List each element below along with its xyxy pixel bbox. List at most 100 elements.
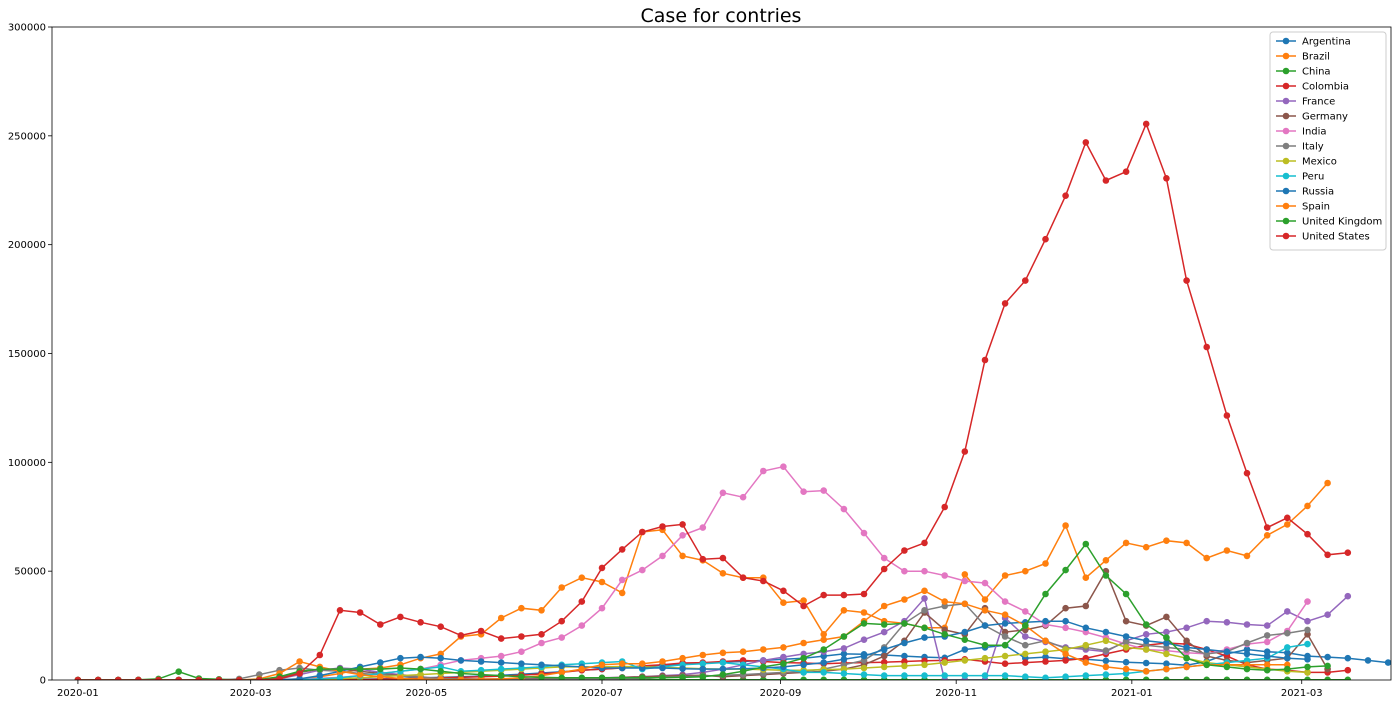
data-point bbox=[1284, 676, 1291, 680]
data-point bbox=[719, 554, 727, 562]
data-point bbox=[860, 664, 868, 672]
data-point bbox=[961, 646, 969, 653]
data-point bbox=[1122, 633, 1130, 640]
data-point bbox=[437, 654, 445, 662]
data-point bbox=[578, 622, 586, 629]
legend-entry: Argentina bbox=[1276, 37, 1351, 48]
data-point bbox=[377, 665, 384, 673]
data-point bbox=[921, 539, 928, 547]
data-point bbox=[155, 676, 162, 680]
data-point bbox=[880, 565, 888, 573]
data-point bbox=[1304, 598, 1311, 605]
data-point bbox=[880, 672, 888, 679]
data-point bbox=[880, 663, 888, 671]
legend-marker bbox=[1282, 37, 1290, 45]
data-point bbox=[1022, 633, 1029, 640]
data-point bbox=[1062, 617, 1069, 625]
data-point bbox=[860, 652, 868, 660]
data-point bbox=[780, 644, 787, 651]
legend-entry: Russia bbox=[1276, 187, 1334, 198]
data-point bbox=[1304, 626, 1311, 634]
data-point bbox=[941, 598, 948, 605]
data-point bbox=[397, 675, 404, 680]
data-point bbox=[1304, 617, 1311, 625]
data-point bbox=[316, 665, 324, 673]
series-line bbox=[77, 482, 1329, 680]
data-point bbox=[1122, 658, 1130, 666]
data-point bbox=[618, 576, 626, 584]
x-tick-label: 2020-01 bbox=[57, 688, 99, 699]
data-point bbox=[1344, 654, 1352, 662]
legend-label: France bbox=[1302, 97, 1335, 108]
data-point bbox=[1142, 637, 1150, 645]
data-point bbox=[961, 657, 969, 664]
data-point bbox=[1324, 653, 1331, 661]
data-point bbox=[901, 620, 908, 627]
data-point bbox=[558, 674, 565, 680]
data-point bbox=[578, 574, 586, 581]
data-point bbox=[860, 590, 868, 598]
data-point bbox=[1223, 547, 1231, 554]
data-point bbox=[961, 577, 969, 585]
data-point bbox=[901, 596, 908, 603]
data-point bbox=[1284, 644, 1291, 651]
data-point bbox=[1364, 657, 1372, 664]
data-point bbox=[860, 609, 868, 616]
data-point bbox=[518, 633, 525, 640]
data-point bbox=[1263, 638, 1271, 646]
data-point bbox=[1001, 641, 1009, 649]
data-point bbox=[457, 670, 465, 677]
data-point bbox=[1062, 657, 1069, 664]
data-point bbox=[256, 676, 263, 680]
data-point bbox=[780, 676, 787, 680]
data-point bbox=[417, 665, 424, 673]
data-point bbox=[497, 652, 505, 660]
data-point bbox=[598, 564, 606, 572]
data-point bbox=[1102, 647, 1110, 654]
data-point bbox=[639, 660, 646, 667]
y-tick-label: 100000 bbox=[8, 458, 46, 469]
data-point bbox=[981, 654, 989, 662]
legend-label: China bbox=[1302, 67, 1331, 78]
data-point bbox=[739, 493, 747, 501]
data-point bbox=[1203, 646, 1210, 653]
data-point bbox=[417, 619, 424, 626]
y-tick-label: 0 bbox=[40, 676, 46, 687]
x-tick-label: 2021-03 bbox=[1281, 688, 1323, 699]
data-point bbox=[1223, 648, 1231, 655]
data-point bbox=[1243, 639, 1251, 647]
data-point bbox=[1344, 666, 1352, 674]
data-point bbox=[114, 676, 122, 680]
data-point bbox=[981, 607, 989, 614]
data-point bbox=[1324, 551, 1331, 559]
legend-marker bbox=[1282, 97, 1290, 105]
data-point bbox=[598, 674, 606, 680]
data-point bbox=[679, 552, 686, 560]
data-point bbox=[598, 604, 606, 612]
data-point bbox=[820, 659, 827, 666]
data-point bbox=[760, 663, 767, 671]
data-point bbox=[518, 660, 525, 667]
y-tick-label: 200000 bbox=[8, 240, 46, 251]
data-point bbox=[598, 578, 606, 586]
data-point bbox=[699, 660, 707, 667]
data-point bbox=[74, 676, 82, 680]
data-point bbox=[1163, 537, 1170, 544]
data-point bbox=[840, 505, 848, 513]
data-point bbox=[1183, 637, 1190, 645]
data-point bbox=[1042, 560, 1049, 567]
data-point bbox=[780, 587, 787, 595]
data-point bbox=[1122, 617, 1130, 625]
data-point bbox=[1122, 168, 1130, 175]
data-point bbox=[437, 623, 445, 630]
data-point bbox=[800, 669, 807, 676]
legend-label: India bbox=[1302, 127, 1327, 138]
data-point bbox=[921, 661, 928, 669]
data-point bbox=[1142, 543, 1150, 551]
legend-entry: Germany bbox=[1276, 112, 1348, 123]
data-point bbox=[336, 665, 344, 673]
data-point bbox=[1223, 412, 1231, 419]
data-point bbox=[1001, 633, 1009, 640]
data-point bbox=[1223, 619, 1231, 626]
data-point bbox=[1243, 676, 1251, 680]
